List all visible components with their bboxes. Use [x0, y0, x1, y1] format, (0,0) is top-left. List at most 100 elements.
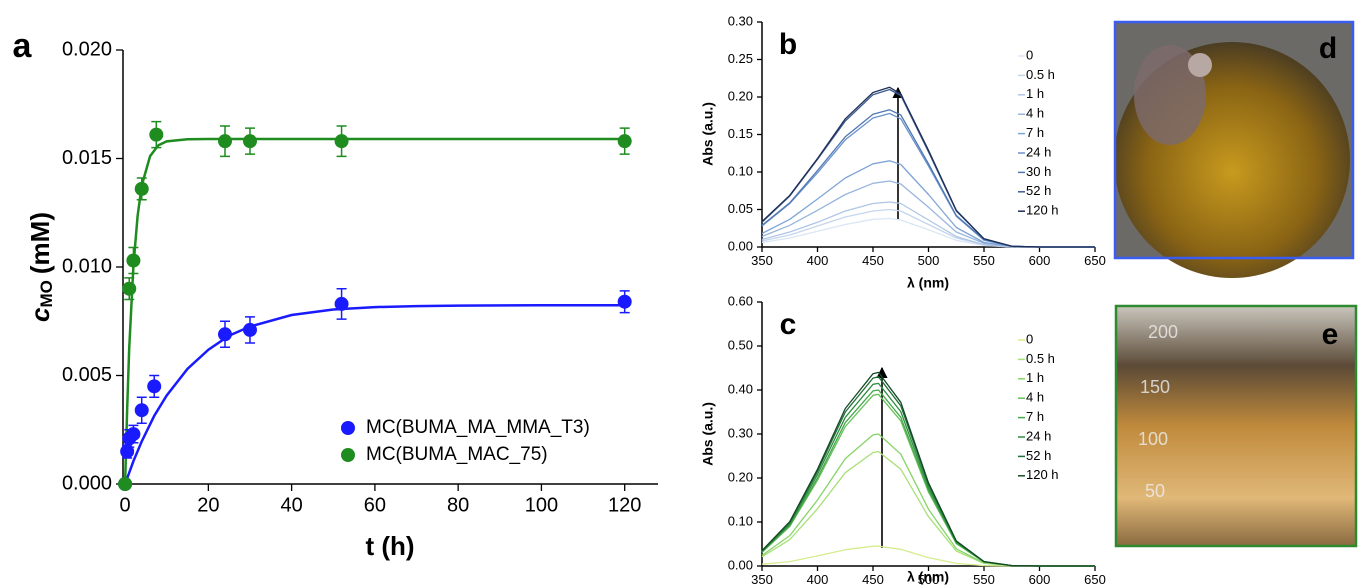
photo-frame [1114, 304, 1358, 548]
x-tick-label: 600 [1029, 572, 1051, 586]
panel-label: c [780, 308, 797, 341]
data-point [147, 379, 162, 394]
photo-residue [1134, 45, 1206, 145]
legend-label: 0.5 h [1026, 67, 1055, 82]
y-tick-label: 0.00 [728, 238, 753, 253]
legend-label: 24 h [1026, 144, 1051, 159]
panel-label: b [779, 28, 797, 61]
legend-label: 24 h [1026, 428, 1051, 443]
fit-line [123, 137, 625, 485]
legend-label: 4 h [1026, 390, 1044, 405]
x-tick-label: 650 [1084, 572, 1106, 586]
x-tick-label: 40 [280, 494, 302, 516]
y-tick-label: 0.30 [728, 13, 753, 28]
x-tick-label: 80 [447, 494, 469, 516]
data-point [122, 281, 137, 296]
spectrum-line [761, 112, 1095, 248]
legend-label: MC(BUMA_MA_MMA_T3) [366, 417, 590, 438]
y-tick-label: 0.20 [728, 469, 753, 484]
legend-label: 1 h [1026, 370, 1044, 385]
y-tick-label: 0.020 [62, 38, 112, 60]
beaker-mark: 200 [1148, 322, 1178, 342]
spectrum-line [761, 545, 1095, 567]
spectrum-line [761, 217, 1095, 248]
y-tick-label: 0.005 [62, 364, 112, 386]
legend-label: 120 h [1026, 203, 1059, 218]
data-point [134, 403, 149, 418]
data-point [218, 134, 233, 149]
x-tick-label: 600 [1029, 253, 1051, 268]
y-label-sub: MO [37, 280, 56, 307]
x-tick-label: 450 [862, 253, 884, 268]
photo-d: d [1113, 20, 1355, 278]
y-tick-label: 0.000 [62, 472, 112, 494]
data-point [242, 322, 257, 337]
photo-e: 200 150 100 50 e [1114, 304, 1358, 548]
x-tick-label: 400 [807, 253, 829, 268]
y-tick-label: 0.00 [728, 557, 753, 572]
y-tick-label: 0.015 [62, 147, 112, 169]
x-tick-label: 550 [973, 253, 995, 268]
y-label-var: c [25, 307, 55, 322]
y-tick-label: 0.25 [728, 51, 753, 66]
data-point [126, 427, 141, 442]
x-tick-label: 0 [120, 494, 131, 516]
data-point [118, 477, 133, 491]
legend-label: 7 h [1026, 409, 1044, 424]
x-tick-label: 500 [918, 572, 940, 586]
x-tick-label: 350 [751, 572, 773, 586]
fit-line [123, 303, 625, 485]
x-tick-label: 400 [807, 572, 829, 586]
legend-label: 0 [1026, 331, 1033, 346]
photo-frame [1113, 20, 1355, 260]
x-tick-label: 350 [751, 253, 773, 268]
x-tick-label: 20 [197, 494, 219, 516]
legend-label: 1 h [1026, 86, 1044, 101]
legend-label: 52 h [1026, 183, 1051, 198]
legend-label: 30 h [1026, 164, 1051, 179]
data-point [334, 296, 349, 311]
photo-bg [1116, 306, 1356, 546]
y-tick-label: 0.15 [728, 126, 753, 141]
legend-label: 0.5 h [1026, 351, 1055, 366]
y-axis-label: Abs (a.u.) [700, 402, 716, 466]
x-axis-label: t (h) [365, 531, 414, 561]
y-tick-label: 0.30 [728, 425, 753, 440]
panel-label: d [1319, 32, 1337, 65]
beaker-mark: 150 [1140, 377, 1170, 397]
panel-label: e [1322, 318, 1339, 351]
x-axis-label: λ (nm) [907, 275, 949, 291]
x-axis-label: λ (nm) [907, 569, 949, 585]
x-tick-label: 500 [918, 253, 940, 268]
legend-marker [341, 421, 355, 435]
data-point [134, 181, 149, 196]
legend-label: 52 h [1026, 448, 1051, 463]
data-point [149, 127, 164, 142]
y-axis-label: Abs (a.u.) [700, 102, 716, 166]
data-point [334, 134, 349, 149]
data-point [126, 253, 141, 268]
y-tick-label: 0.20 [728, 88, 753, 103]
x-tick-label: 550 [973, 572, 995, 586]
legend-label: 0 [1026, 47, 1033, 62]
data-point [218, 327, 233, 342]
x-tick-label: 120 [608, 494, 641, 516]
beaker-mark: 100 [1138, 429, 1168, 449]
legend-label: 120 h [1026, 467, 1059, 482]
spectrum-line [761, 371, 1095, 567]
y-tick-label: 0.10 [728, 513, 753, 528]
x-tick-label: 100 [525, 494, 558, 516]
photo-bubble [1188, 53, 1212, 77]
data-point [617, 294, 632, 309]
legend-marker [341, 448, 355, 462]
legend-label: 7 h [1026, 125, 1044, 140]
y-tick-label: 0.10 [728, 163, 753, 178]
y-tick-label: 0.50 [728, 337, 753, 352]
legend-label: MC(BUMA_MAC_75) [366, 444, 548, 465]
y-tick-label: 0.010 [62, 255, 112, 277]
panel-label: a [13, 27, 33, 65]
spectrum-line [761, 86, 1095, 248]
x-tick-label: 60 [364, 494, 386, 516]
beaker-mark: 50 [1145, 481, 1165, 501]
